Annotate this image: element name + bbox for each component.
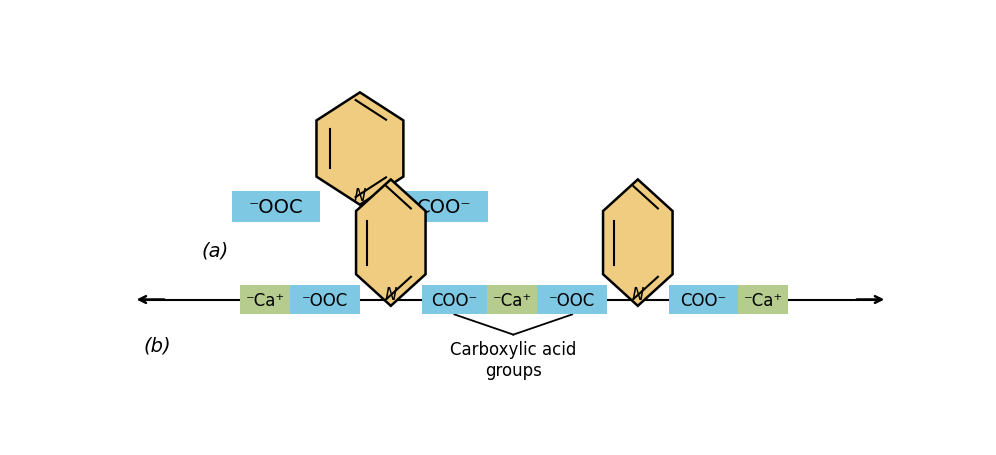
Text: (b): (b): [143, 336, 171, 355]
Bar: [399, 191, 488, 223]
Text: COO⁻: COO⁻: [431, 291, 478, 309]
Polygon shape: [603, 180, 672, 306]
Text: ⁻OOC: ⁻OOC: [302, 291, 349, 309]
Text: ⁻Ca⁺: ⁻Ca⁺: [744, 291, 783, 309]
Text: N: N: [631, 286, 644, 304]
Bar: [291, 285, 360, 315]
Polygon shape: [317, 93, 403, 205]
Bar: [240, 285, 291, 315]
Text: ⁻OOC: ⁻OOC: [249, 197, 303, 217]
Text: ⁻Ca⁺: ⁻Ca⁺: [493, 291, 532, 309]
Text: ⁻OOC: ⁻OOC: [549, 291, 596, 309]
Text: groups: groups: [485, 361, 542, 379]
Text: N: N: [384, 286, 397, 304]
Text: COO⁻: COO⁻: [680, 291, 726, 309]
Text: N: N: [354, 186, 367, 204]
Bar: [738, 285, 789, 315]
Bar: [487, 285, 538, 315]
Text: (a): (a): [201, 241, 229, 260]
Bar: [421, 285, 487, 315]
Text: COO⁻: COO⁻: [416, 197, 471, 217]
Bar: [231, 191, 321, 223]
Bar: [538, 285, 607, 315]
Bar: [668, 285, 738, 315]
Polygon shape: [356, 180, 425, 306]
Text: ⁻Ca⁺: ⁻Ca⁺: [246, 291, 285, 309]
Text: Carboxylic acid: Carboxylic acid: [450, 340, 577, 358]
